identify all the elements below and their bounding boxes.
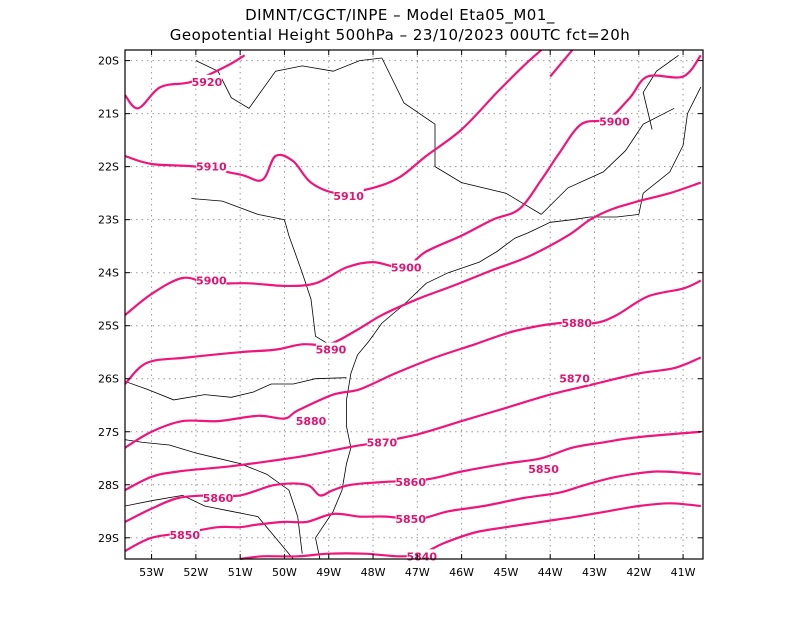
boundary-line xyxy=(124,377,347,401)
x-tick-label: 49W xyxy=(316,566,341,579)
x-tick-label: 51W xyxy=(228,566,253,579)
title-line-1: DIMNT/CGCT/INPE – Model Eta05_M01_ xyxy=(245,6,555,24)
contour-label-bg xyxy=(191,74,222,88)
contour-label-bg xyxy=(391,260,422,274)
contour-line-5900 xyxy=(124,54,702,316)
x-tick-label: 50W xyxy=(272,566,297,579)
contour-label-bg xyxy=(395,512,426,526)
contour-line-5840 xyxy=(240,502,701,561)
contour-label: 5840 xyxy=(406,550,437,563)
y-tick-label: 24S xyxy=(98,267,119,280)
x-tick-label: 52W xyxy=(183,566,208,579)
boundary-line xyxy=(381,57,542,215)
y-tick-label: 28S xyxy=(98,479,119,492)
contour-label-bg xyxy=(395,475,426,489)
contour-label-bg xyxy=(559,371,590,385)
contour-line-5920 xyxy=(549,49,574,78)
contour-label: 5900 xyxy=(196,275,227,288)
x-tick-label: 42W xyxy=(626,566,651,579)
contour-label-bg xyxy=(366,435,397,449)
boundary-line xyxy=(124,494,294,560)
contour-label-bg xyxy=(169,528,200,542)
contour-label: 5900 xyxy=(599,116,630,129)
contour-label-bg xyxy=(315,342,346,356)
y-tick-label: 22S xyxy=(98,161,119,174)
x-tick-label: 46W xyxy=(449,566,474,579)
contour-label-bg xyxy=(203,491,234,505)
contour-label: 5870 xyxy=(559,373,590,386)
contour-label: 5870 xyxy=(367,436,398,449)
boundary-line xyxy=(642,54,679,130)
boundary-line xyxy=(195,57,382,109)
y-tick-label: 23S xyxy=(98,214,119,227)
x-tick-label: 41W xyxy=(671,566,696,579)
coastline-and-borders xyxy=(124,54,702,560)
contour-label: 5900 xyxy=(391,261,422,274)
contour-label: 5890 xyxy=(316,344,347,357)
contour-label: 5850 xyxy=(528,463,559,476)
y-tick-label: 27S xyxy=(98,426,119,439)
contour-label: 5860 xyxy=(395,476,426,489)
x-tick-label: 48W xyxy=(361,566,386,579)
plot-frame xyxy=(124,49,704,560)
contour-labels: 5920 5910 5910 5900 5900 5900 5890 5880 5880 5870… xyxy=(169,74,630,563)
x-tick-label: 53W xyxy=(139,566,164,579)
contour-label: 5910 xyxy=(196,161,227,174)
boundary-line xyxy=(541,107,675,215)
contour-label-bg xyxy=(296,414,327,428)
boundary-line xyxy=(191,198,334,348)
y-tick-label: 20S xyxy=(98,55,119,68)
contour-label: 5860 xyxy=(203,492,234,505)
contour-label: 5910 xyxy=(333,190,364,203)
contour-label-bg xyxy=(528,461,559,475)
contour-label-bg xyxy=(196,273,227,287)
contour-line-5880 xyxy=(124,279,702,449)
y-tick-label: 26S xyxy=(98,373,119,386)
contour-line-5850 xyxy=(124,470,701,552)
boundary-line xyxy=(315,86,702,560)
x-tick-label: 45W xyxy=(493,566,518,579)
boundary-line xyxy=(124,439,303,554)
x-tick-label: 47W xyxy=(405,566,430,579)
contour-label: 5880 xyxy=(296,415,327,428)
contour-line-5870 xyxy=(124,356,702,492)
contour-label: 5880 xyxy=(561,317,592,330)
contour-line-5920 xyxy=(124,54,246,110)
y-tick-label: 25S xyxy=(98,320,119,333)
x-tick-label: 44W xyxy=(538,566,563,579)
y-tick-label: 21S xyxy=(98,108,119,121)
contour-label: 5850 xyxy=(169,529,200,542)
title-line-2: Geopotential Height 500hPa – 23/10/2023 … xyxy=(169,26,631,44)
contour-line-5890 xyxy=(124,181,702,385)
y-tick-label: 29S xyxy=(98,532,119,545)
contour-label-bg xyxy=(599,114,630,128)
contour-label-bg xyxy=(333,188,364,202)
contour-label: 5850 xyxy=(395,513,426,526)
contour-label-bg xyxy=(561,316,592,330)
contour-label-bg xyxy=(196,159,227,173)
x-tick-label: 43W xyxy=(582,566,607,579)
axis-ticks: 53W 52W 51W 50W 49W 48W 47W 46W 45W 44W 43W 42W 41W 2… xyxy=(98,50,703,579)
contour-label: 5920 xyxy=(192,76,223,89)
